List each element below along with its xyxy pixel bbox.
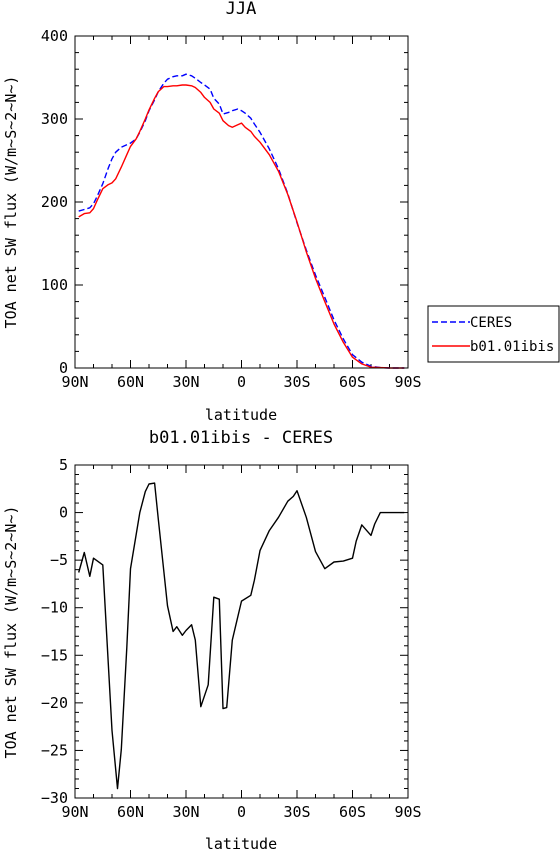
top-y-tick-label: 300 [41, 110, 68, 128]
bottom-x-tick-label: 30S [283, 803, 310, 821]
top-x-tick-label: 90S [394, 373, 421, 391]
top-series-line-ceres [78, 73, 405, 369]
bottom-series [78, 482, 405, 790]
top-ticks [74, 35, 409, 369]
top-tick-labels: 90N 60N 30N 0 30S 60S 90S 0 100 200 300 400 [41, 27, 422, 391]
top-x-tick-label: 0 [237, 373, 246, 391]
legend-box [427, 305, 560, 363]
bottom-panel: b01.01ibis - CERES 90N 60N 30N 0 30S 60S 90S −3… [2, 428, 422, 851]
top-series [78, 73, 405, 369]
top-panel: JJA 90N 60N 30N 0 30S 60S 90S 0 100 200 300 400 lat… [2, 0, 422, 424]
bottom-y-tick-label: −5 [50, 551, 68, 569]
bottom-y-tick-label: −30 [41, 789, 68, 807]
top-y-axis-label: TOA net SW flux (W/m~S~2~N~) [2, 76, 20, 329]
bottom-series-line-0 [78, 482, 405, 790]
bottom-y-tick-label: 5 [59, 456, 68, 474]
top-series-line-b01-01ibis [78, 84, 405, 369]
top-y-tick-label: 400 [41, 27, 68, 45]
legend: CERES b01.01ibis [427, 305, 560, 363]
bottom-tick-labels: 90N 60N 30N 0 30S 60S 90S −30 −25 −20 −15 −10 −5 0 5 [41, 456, 422, 821]
top-chart-title: JJA [226, 0, 257, 19]
bottom-x-tick-label: 60N [117, 803, 144, 821]
top-y-tick-label: 100 [41, 276, 68, 294]
top-x-tick-label: 30N [172, 373, 199, 391]
top-y-tick-label: 0 [59, 359, 68, 377]
top-x-tick-label: 60N [117, 373, 144, 391]
legend-label-ceres: CERES [470, 315, 512, 331]
bottom-chart-title: b01.01ibis - CERES [149, 428, 333, 448]
top-x-tick-label: 90N [61, 373, 88, 391]
bottom-x-tick-label: 60S [339, 803, 366, 821]
bottom-y-tick-label: −25 [41, 741, 68, 759]
legend-label-model: b01.01ibis [470, 339, 554, 355]
bottom-plot-frame [74, 464, 409, 799]
bottom-y-tick-label: −20 [41, 694, 68, 712]
bottom-x-tick-label: 30N [172, 803, 199, 821]
bottom-x-tick-label: 90S [394, 803, 421, 821]
top-x-tick-label: 60S [339, 373, 366, 391]
top-plot-frame [74, 35, 409, 369]
top-y-tick-label: 200 [41, 193, 68, 211]
bottom-x-tick-label: 90N [61, 803, 88, 821]
bottom-y-tick-label: 0 [59, 504, 68, 522]
bottom-ticks [74, 464, 409, 799]
bottom-x-axis-label: latitude [205, 835, 277, 851]
bottom-y-tick-label: −10 [41, 599, 68, 617]
bottom-y-tick-label: −15 [41, 646, 68, 664]
bottom-y-axis-label: TOA net SW flux (W/m~S~2~N~) [2, 506, 20, 759]
bottom-x-tick-label: 0 [237, 803, 246, 821]
top-x-tick-label: 30S [283, 373, 310, 391]
top-x-axis-label: latitude [205, 406, 277, 424]
